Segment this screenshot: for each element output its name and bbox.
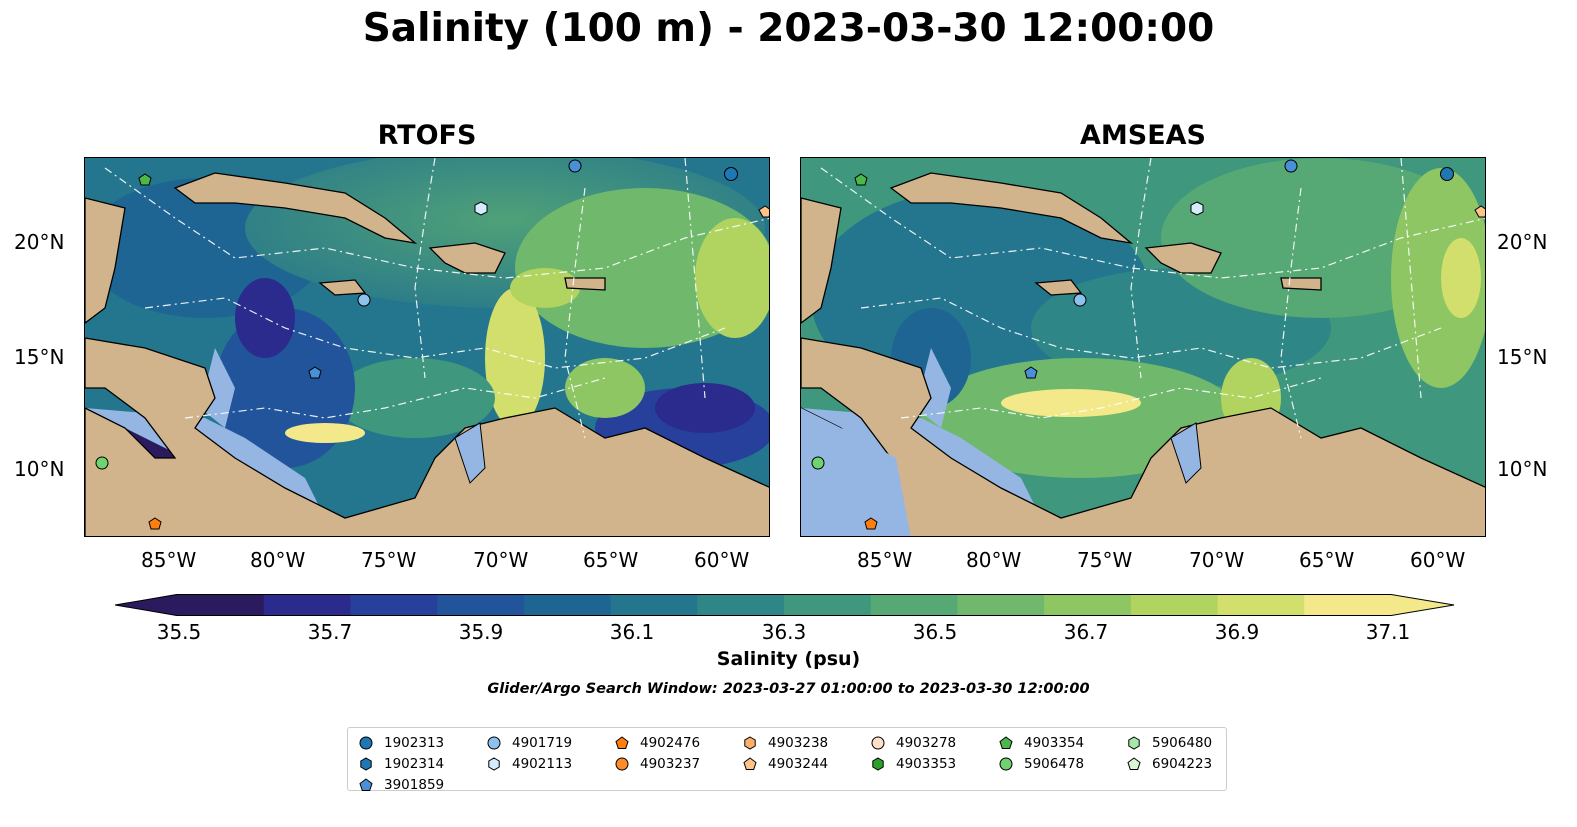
circle-marker-icon xyxy=(487,736,501,750)
colorbar xyxy=(115,594,1455,616)
legend-item: 4903238 xyxy=(742,734,828,752)
colorbar-extend-low xyxy=(115,594,177,616)
figure-title: Salinity (100 m) - 2023-03-30 12:00:00 xyxy=(362,6,1215,51)
legend-label: 4902113 xyxy=(512,756,573,772)
legend-label: 4903237 xyxy=(640,756,701,772)
legend-item: 3901859 xyxy=(358,776,444,794)
panel-title-amseas: AMSEAS xyxy=(1080,120,1206,151)
colorbar-extend-high xyxy=(1391,594,1455,616)
lat-label-15n-right: 15°N xyxy=(1497,345,1548,369)
colorbar-segment xyxy=(523,594,612,616)
lon-label-60w-left: 60°W xyxy=(694,548,750,572)
lon-label-85w-right: 85°W xyxy=(857,548,913,572)
legend-item: 4903237 xyxy=(614,755,700,773)
legend-item: 4902113 xyxy=(486,755,572,773)
colorbar-segment xyxy=(784,594,872,616)
colorbar-segment xyxy=(697,594,785,616)
colorbar-segment xyxy=(263,594,352,616)
colorbar-segment xyxy=(437,594,525,616)
colorbar-tick-label: 36.1 xyxy=(609,620,655,644)
legend-item: 1902314 xyxy=(358,755,444,773)
legend-item: 4903278 xyxy=(870,734,956,752)
lon-label-65w-left: 65°W xyxy=(583,548,639,572)
lat-label-15n-left: 15°N xyxy=(14,345,65,369)
lat-label-10n-right: 10°N xyxy=(1497,457,1548,481)
legend-item: 4901719 xyxy=(486,734,572,752)
legend-label: 4903238 xyxy=(768,735,829,751)
lon-label-75w-left: 75°W xyxy=(361,548,417,572)
search-window-note: Glider/Argo Search Window: 2023-03-27 01… xyxy=(487,681,1090,697)
legend-item: 1902313 xyxy=(358,734,444,752)
legend-label: 3901859 xyxy=(384,777,445,793)
lat-label-20n-right: 20°N xyxy=(1497,230,1548,254)
lon-label-70w-left: 70°W xyxy=(473,548,529,572)
legend-item: 4903354 xyxy=(998,734,1084,752)
circle-marker-icon xyxy=(999,757,1013,771)
circle-marker-icon xyxy=(615,757,629,771)
colorbar-segment xyxy=(610,594,698,616)
pentagon-marker-icon xyxy=(743,757,757,770)
pentagon-marker-icon xyxy=(615,736,629,749)
colorbar-tick-label: 35.9 xyxy=(458,620,504,644)
colorbar-segment xyxy=(1304,594,1392,616)
legend-label: 6904223 xyxy=(1152,756,1213,772)
lon-label-60w-right: 60°W xyxy=(1410,548,1466,572)
legend-label: 5906478 xyxy=(1024,756,1085,772)
lat-label-10n-left: 10°N xyxy=(14,457,65,481)
legend-label: 4903353 xyxy=(896,756,957,772)
lon-label-65w-right: 65°W xyxy=(1299,548,1355,572)
colorbar-segment xyxy=(177,594,265,616)
colorbar-tick-label: 36.3 xyxy=(761,620,807,644)
colorbar-tick-label: 35.7 xyxy=(307,620,353,644)
legend-item: 4902476 xyxy=(614,734,700,752)
legend-item: 4903244 xyxy=(742,755,828,773)
lon-label-80w-left: 80°W xyxy=(250,548,306,572)
hexagon-marker-icon xyxy=(488,757,500,771)
lon-label-85w-left: 85°W xyxy=(141,548,197,572)
legend-item: 5906478 xyxy=(998,755,1084,773)
legend-item: 6904223 xyxy=(1126,755,1212,773)
colorbar-tick-label: 36.9 xyxy=(1214,620,1260,644)
hexagon-marker-icon xyxy=(872,757,884,771)
colorbar-tick-label: 36.5 xyxy=(912,620,958,644)
legend-label: 4903354 xyxy=(1024,735,1085,751)
legend-label: 4903244 xyxy=(768,756,829,772)
hexagon-marker-icon xyxy=(744,736,756,750)
hexagon-marker-icon xyxy=(1128,736,1140,750)
lon-label-80w-right: 80°W xyxy=(966,548,1022,572)
rtofs-map xyxy=(84,157,770,537)
colorbar-tick-label: 35.5 xyxy=(156,620,202,644)
colorbar-segment xyxy=(1217,594,1305,616)
pentagon-marker-icon xyxy=(1127,757,1141,770)
colorbar-tick-label: 37.1 xyxy=(1365,620,1411,644)
lon-label-70w-right: 70°W xyxy=(1189,548,1245,572)
legend-item: 5906480 xyxy=(1126,734,1212,752)
legend-label: 4903278 xyxy=(896,735,957,751)
colorbar-segment xyxy=(1044,594,1132,616)
legend-label: 1902313 xyxy=(384,735,445,751)
colorbar-segment xyxy=(350,594,438,616)
hexagon-marker-icon xyxy=(360,757,372,771)
pentagon-marker-icon xyxy=(359,778,373,791)
pentagon-marker-icon xyxy=(999,736,1013,749)
legend-item: 4903353 xyxy=(870,755,956,773)
circle-marker-icon xyxy=(359,736,373,750)
colorbar-label: Salinity (psu) xyxy=(716,648,861,670)
lon-label-75w-right: 75°W xyxy=(1077,548,1133,572)
colorbar-segment xyxy=(870,594,959,616)
legend-label: 4902476 xyxy=(640,735,701,751)
colorbar-outline xyxy=(115,594,1455,616)
colorbar-tick-label: 36.7 xyxy=(1063,620,1109,644)
panel-title-rtofs: RTOFS xyxy=(377,120,477,151)
amseas-map xyxy=(800,157,1486,537)
lat-label-20n-left: 20°N xyxy=(14,230,65,254)
colorbar-segment xyxy=(1130,594,1219,616)
legend-label: 1902314 xyxy=(384,756,445,772)
circle-marker-icon xyxy=(871,736,885,750)
colorbar-segment xyxy=(957,594,1045,616)
legend-label: 4901719 xyxy=(512,735,573,751)
float-legend: 1902313 1902314 3901859 4901719 4902113 49024… xyxy=(347,727,1227,794)
legend-label: 5906480 xyxy=(1152,735,1213,751)
